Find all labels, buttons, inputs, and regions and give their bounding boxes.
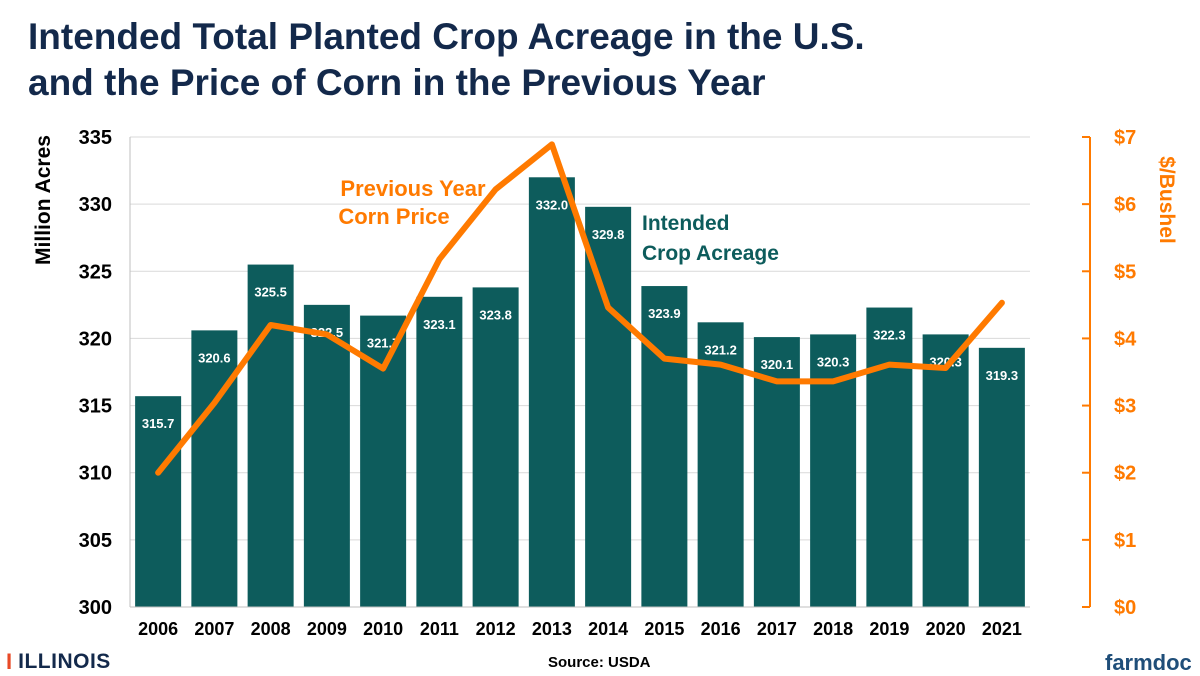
source-note: Source: USDA	[548, 654, 651, 671]
y-tick-label: 305	[79, 530, 112, 552]
bar-value-label: 315.7	[142, 416, 175, 431]
x-tick-label: 2016	[701, 619, 741, 639]
x-tick-label: 2013	[532, 619, 572, 639]
x-tick-label: 2011	[420, 619, 459, 639]
y2-tick-label: $2	[1114, 463, 1136, 485]
x-tick-label: 2010	[363, 619, 403, 639]
acreage-bars: 315.7320.6325.5322.5321.7323.1323.8332.0…	[135, 177, 1025, 608]
bar-2009	[303, 304, 350, 607]
bar-value-label: 323.1	[423, 317, 456, 332]
y-tick-label: 330	[79, 194, 112, 216]
bar-2014	[585, 206, 632, 608]
bar-value-label: 321.2	[704, 342, 737, 357]
bar-2019	[866, 307, 913, 607]
bar-value-label: 323.8	[479, 307, 512, 322]
bar-value-label: 332.0	[536, 197, 569, 212]
title-line-2: and the Price of Corn in the Previous Ye…	[28, 62, 766, 103]
x-tick-label: 2015	[644, 619, 684, 639]
price-annotation-line2: Corn Price	[338, 204, 449, 229]
y-axis-label: Million Acres	[32, 135, 55, 265]
bar-value-label: 319.3	[986, 368, 1019, 383]
x-tick-label: 2017	[757, 619, 797, 639]
annotations: Previous Year Corn Price Intended Crop A…	[338, 176, 779, 265]
y-tick-label: 325	[79, 261, 112, 283]
x-tick-label: 2018	[813, 619, 853, 639]
y2-tick-label: $0	[1114, 597, 1136, 619]
bar-2020	[922, 334, 969, 607]
price-line-group	[155, 141, 1005, 476]
axes: 300 305 310 315 320 325 330 335 $0 $1 $2 $3 $4 $5 $6 $7…	[79, 127, 1137, 639]
y2-tick-label: $5	[1114, 261, 1136, 283]
y-tick-label: 335	[79, 127, 112, 149]
price-line	[155, 141, 1005, 476]
bar-2011	[416, 296, 463, 607]
x-tick-label: 2014	[588, 619, 628, 639]
x-tick-label: 2021	[982, 619, 1022, 639]
chart-title: Intended Total Planted Crop Acreage in t…	[28, 14, 865, 106]
y2-axis-label: $/Bushel	[1155, 156, 1178, 244]
acreage-annotation-line1: Intended	[642, 212, 730, 235]
bar-value-label: 320.3	[817, 354, 850, 369]
x-tick-label: 2009	[307, 619, 347, 639]
bar-value-label: 320.6	[198, 350, 231, 365]
y-tick-label: 315	[79, 396, 112, 418]
title-line-1: Intended Total Planted Crop Acreage in t…	[28, 16, 865, 57]
y-tick-label: 300	[79, 597, 112, 619]
bar-2008	[247, 264, 294, 607]
bar-2015	[641, 286, 688, 607]
y2-tick-label: $1	[1114, 530, 1136, 552]
bar-2007	[191, 330, 238, 607]
y-tick-label: 320	[79, 328, 112, 350]
x-tick-label: 2006	[138, 619, 178, 639]
y-tick-label: 310	[79, 463, 112, 485]
bar-2013	[528, 177, 575, 608]
x-tick-label: 2007	[194, 619, 234, 639]
x-tick-label: 2012	[476, 619, 516, 639]
x-tick-label: 2020	[926, 619, 966, 639]
x-tick-label: 2008	[251, 619, 291, 639]
bar-value-label: 329.8	[592, 227, 625, 242]
bar-value-label: 323.9	[648, 306, 681, 321]
y2-tick-label: $4	[1114, 328, 1137, 350]
block-i-icon: I	[6, 649, 13, 674]
price-annotation-line1: Previous Year	[340, 176, 486, 201]
bar-2021	[978, 347, 1025, 607]
illinois-logo: I ILLINOIS	[6, 650, 111, 674]
y2-tick-label: $3	[1114, 396, 1136, 418]
acreage-annotation-line2: Crop Acreage	[642, 242, 779, 265]
illinois-wordmark: ILLINOIS	[18, 650, 111, 673]
bar-2006	[135, 396, 182, 607]
bar-value-label: 320.1	[761, 357, 794, 372]
bar-value-label: 322.3	[873, 328, 906, 343]
bar-value-label: 325.5	[254, 285, 287, 300]
y2-tick-label: $7	[1114, 127, 1136, 149]
farmdoc-logo: farmdoc	[1105, 650, 1192, 675]
y2-tick-label: $6	[1114, 194, 1136, 216]
x-tick-label: 2019	[869, 619, 909, 639]
bar-2012	[472, 287, 519, 607]
